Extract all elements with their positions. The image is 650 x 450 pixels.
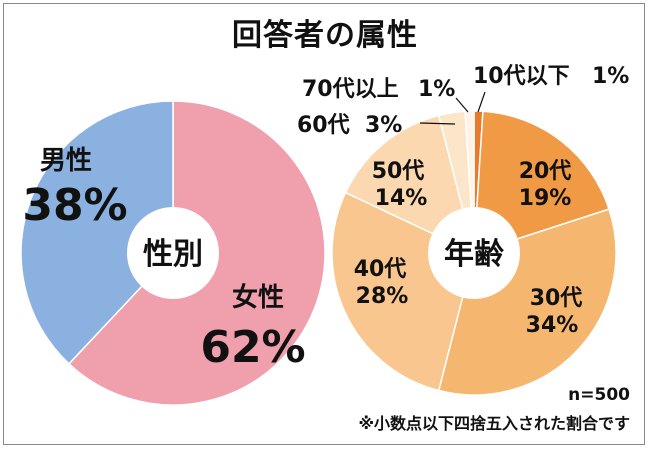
leader-line-60s xyxy=(419,122,456,125)
pie-slice-1-1 xyxy=(473,110,610,255)
pie-slice-1-4 xyxy=(344,114,476,255)
pie-slice-0-1 xyxy=(20,100,174,365)
sample-size-note: n=500 xyxy=(568,385,630,405)
slice-value-0-0: 62% xyxy=(200,322,305,373)
pie-center-label-0: 性別 xyxy=(143,237,203,272)
slice-value-1-4: 14% xyxy=(375,186,428,211)
slice-value-1-2: 34% xyxy=(526,313,579,338)
leader-line-70s xyxy=(455,97,469,113)
leader-line-10s xyxy=(477,91,486,113)
pie-center-hole-1 xyxy=(428,207,520,299)
slice-label-1-4: 50代 xyxy=(372,159,425,184)
slice-label-0-1: 男性 xyxy=(40,146,92,176)
chart-frame xyxy=(3,3,645,445)
pie-center-hole-0 xyxy=(127,207,219,299)
slice-label-1-6: 70代以上 xyxy=(302,77,399,102)
pie-center-label-1: 年齢 xyxy=(444,237,504,272)
slice-label-1-3: 40代 xyxy=(354,257,407,282)
chart-title: 回答者の属性 xyxy=(232,18,418,53)
slice-label-1-2: 30代 xyxy=(530,286,583,311)
slice-value-1-1: 19% xyxy=(519,186,572,211)
slice-label-0-0: 女性 xyxy=(232,282,284,313)
rounding-note: ※小数点以下四捨五入された割合です xyxy=(358,414,630,433)
slice-value-1-6: 1% xyxy=(418,77,455,102)
slice-label-1-1: 20代 xyxy=(519,159,572,184)
slice-label-1-5: 60代 xyxy=(297,113,350,138)
slice-value-1-0: 1% xyxy=(592,64,629,89)
slice-value-1-5: 3% xyxy=(365,113,402,138)
slice-value-0-1: 38% xyxy=(22,180,127,231)
slice-value-1-3: 28% xyxy=(356,284,409,309)
slice-label-1-0: 10代以下 xyxy=(473,64,570,89)
